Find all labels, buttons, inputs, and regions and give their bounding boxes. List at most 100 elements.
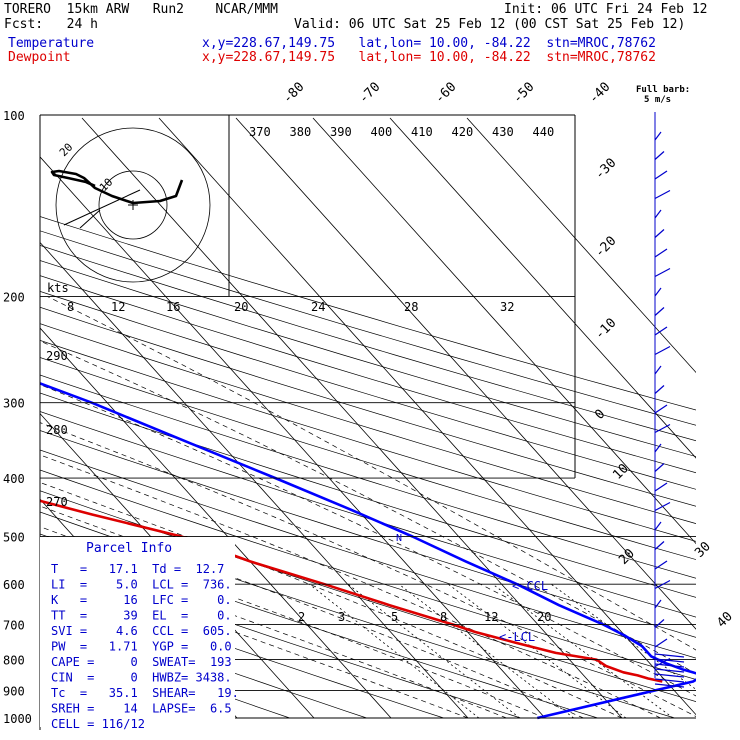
wind-barb [654, 326, 668, 336]
mixing-ratio-label: 20 [537, 610, 551, 624]
mixing-ratio-line [448, 583, 627, 719]
isotherm-label: 40 [714, 609, 736, 631]
theta-label: 430 [492, 125, 514, 139]
pressure-label: 400 [3, 472, 25, 486]
dry-adiabat [40, 603, 367, 719]
wind-barb [654, 678, 685, 683]
parcel-row: CIN = 0 HWBZ= 3438. [51, 671, 232, 685]
hodograph-speed-label: 8 [67, 300, 74, 314]
isotherm-label: -50 [510, 80, 537, 107]
parcel-row: LI = 5.0 LCL = 736. [51, 578, 232, 592]
isotherm-label: -20 [592, 234, 619, 261]
pressure-label: 600 [3, 578, 25, 592]
wind-barb [654, 663, 685, 668]
isotherm-label: -30 [592, 156, 619, 183]
temperature-legend: Temperature [8, 36, 95, 51]
wind-barb [654, 365, 662, 375]
wind-barb [654, 209, 662, 219]
mixing-ratio-label: 2 [298, 610, 305, 624]
wind-barb [654, 151, 665, 160]
isotherm-label: -10 [592, 316, 619, 343]
wind-barb [654, 189, 671, 200]
isotherm [40, 327, 392, 719]
pressure-label: 700 [3, 619, 25, 633]
wind-barb [654, 521, 662, 531]
wind-barb [654, 653, 685, 658]
hodograph-units-label: kts [47, 281, 69, 295]
wind-barb [654, 287, 662, 297]
mixing-ratio-lines [309, 583, 696, 719]
hodograph-ring [98, 170, 168, 240]
ccl-label: <-CCL [512, 579, 548, 593]
wind-barb [654, 229, 665, 238]
mixing-ratio-label: 5 [391, 610, 398, 624]
isotherm [466, 117, 696, 374]
storm-motion-line [79, 209, 101, 229]
wind-barb [654, 501, 671, 512]
parcel-row: T = 17.1 Td = 12.7 [51, 562, 224, 576]
lcl-marker: N [396, 533, 402, 544]
isotherm-label: -80 [280, 80, 307, 107]
sounding-curves [40, 381, 696, 720]
wind-barb [654, 482, 668, 492]
dry-adiabat [40, 260, 696, 457]
barb-legend: Full barb: [636, 85, 691, 95]
mixing-ratio-line [398, 583, 574, 719]
dry-adiabat [40, 430, 696, 638]
isotherm-label: -70 [356, 80, 383, 107]
mixing-ratio-line [347, 583, 520, 719]
wind-barb [654, 385, 665, 394]
theta-label: 400 [371, 125, 393, 139]
dry-adiabat [40, 411, 696, 618]
dry-adiabat [40, 340, 696, 542]
dewpoint-legend: Dewpoint [8, 50, 71, 65]
dry-adiabat [40, 245, 696, 442]
pressure-label: 100 [3, 109, 25, 123]
theta-label: 380 [290, 125, 312, 139]
isotherm [389, 117, 696, 459]
mixing-ratio-label: 8 [440, 610, 447, 624]
theta-label: 370 [249, 125, 271, 139]
dewpoint-curve [40, 499, 663, 683]
wind-barb [654, 131, 662, 141]
temperature-curve [40, 381, 696, 720]
parcel-row: Tc = 35.1 SHEAR= 19. [51, 686, 239, 700]
theta-label: 390 [330, 125, 352, 139]
forecast-hour: Fcst: 24 h [4, 17, 98, 32]
theta-label: 280 [46, 423, 68, 437]
wind-barb [654, 404, 668, 414]
wind-barb [654, 579, 671, 590]
isotherm-label: 0 [592, 407, 608, 423]
wind-barb [654, 619, 665, 628]
isotherm-label: -60 [432, 80, 459, 107]
isotherms [40, 117, 696, 719]
hodograph-speed-label: 32 [500, 300, 514, 314]
wind-barbs [654, 112, 685, 688]
model-title: TORERO 15km ARW Run2 NCAR/MMM [4, 2, 278, 17]
theta-label: 270 [46, 495, 68, 509]
parcel-row: TT = 39 EL = 0. [51, 609, 232, 623]
mixing-ratio-label: 12 [484, 610, 498, 624]
pressure-label: 900 [3, 684, 25, 698]
temperature-location: x,y=228.67,149.75 lat,lon= 10.00, -84.22… [202, 36, 656, 51]
isotherm-label: 20 [616, 546, 638, 568]
parcel-row: PW = 1.71 YGP = 0.0 [51, 640, 232, 654]
dry-adiabat [40, 230, 696, 426]
barb-legend-units: 5 m/s [644, 95, 672, 105]
parcel-row: K = 16 LFC = 0. [51, 593, 232, 607]
wind-barb [654, 463, 665, 472]
mixing-ratio-line [309, 583, 480, 719]
hodograph-ring-label: 20 [57, 141, 76, 160]
dry-adiabat [40, 449, 696, 659]
pressure-label: 800 [3, 654, 25, 668]
parcel-row: SVI = 4.6 CCL = 605. [51, 624, 232, 638]
moist-adiabat [40, 340, 696, 675]
parcel-info-panel: Parcel Info T = 17.1 Td = 12.7 LI = 5.0 LC… [40, 537, 239, 731]
dry-adiabat [40, 323, 696, 524]
pressure-label: 500 [3, 530, 25, 544]
theta-label: 420 [452, 125, 474, 139]
wind-barb [654, 638, 668, 648]
pressure-label: 200 [3, 291, 25, 305]
wind-barb [654, 307, 665, 316]
